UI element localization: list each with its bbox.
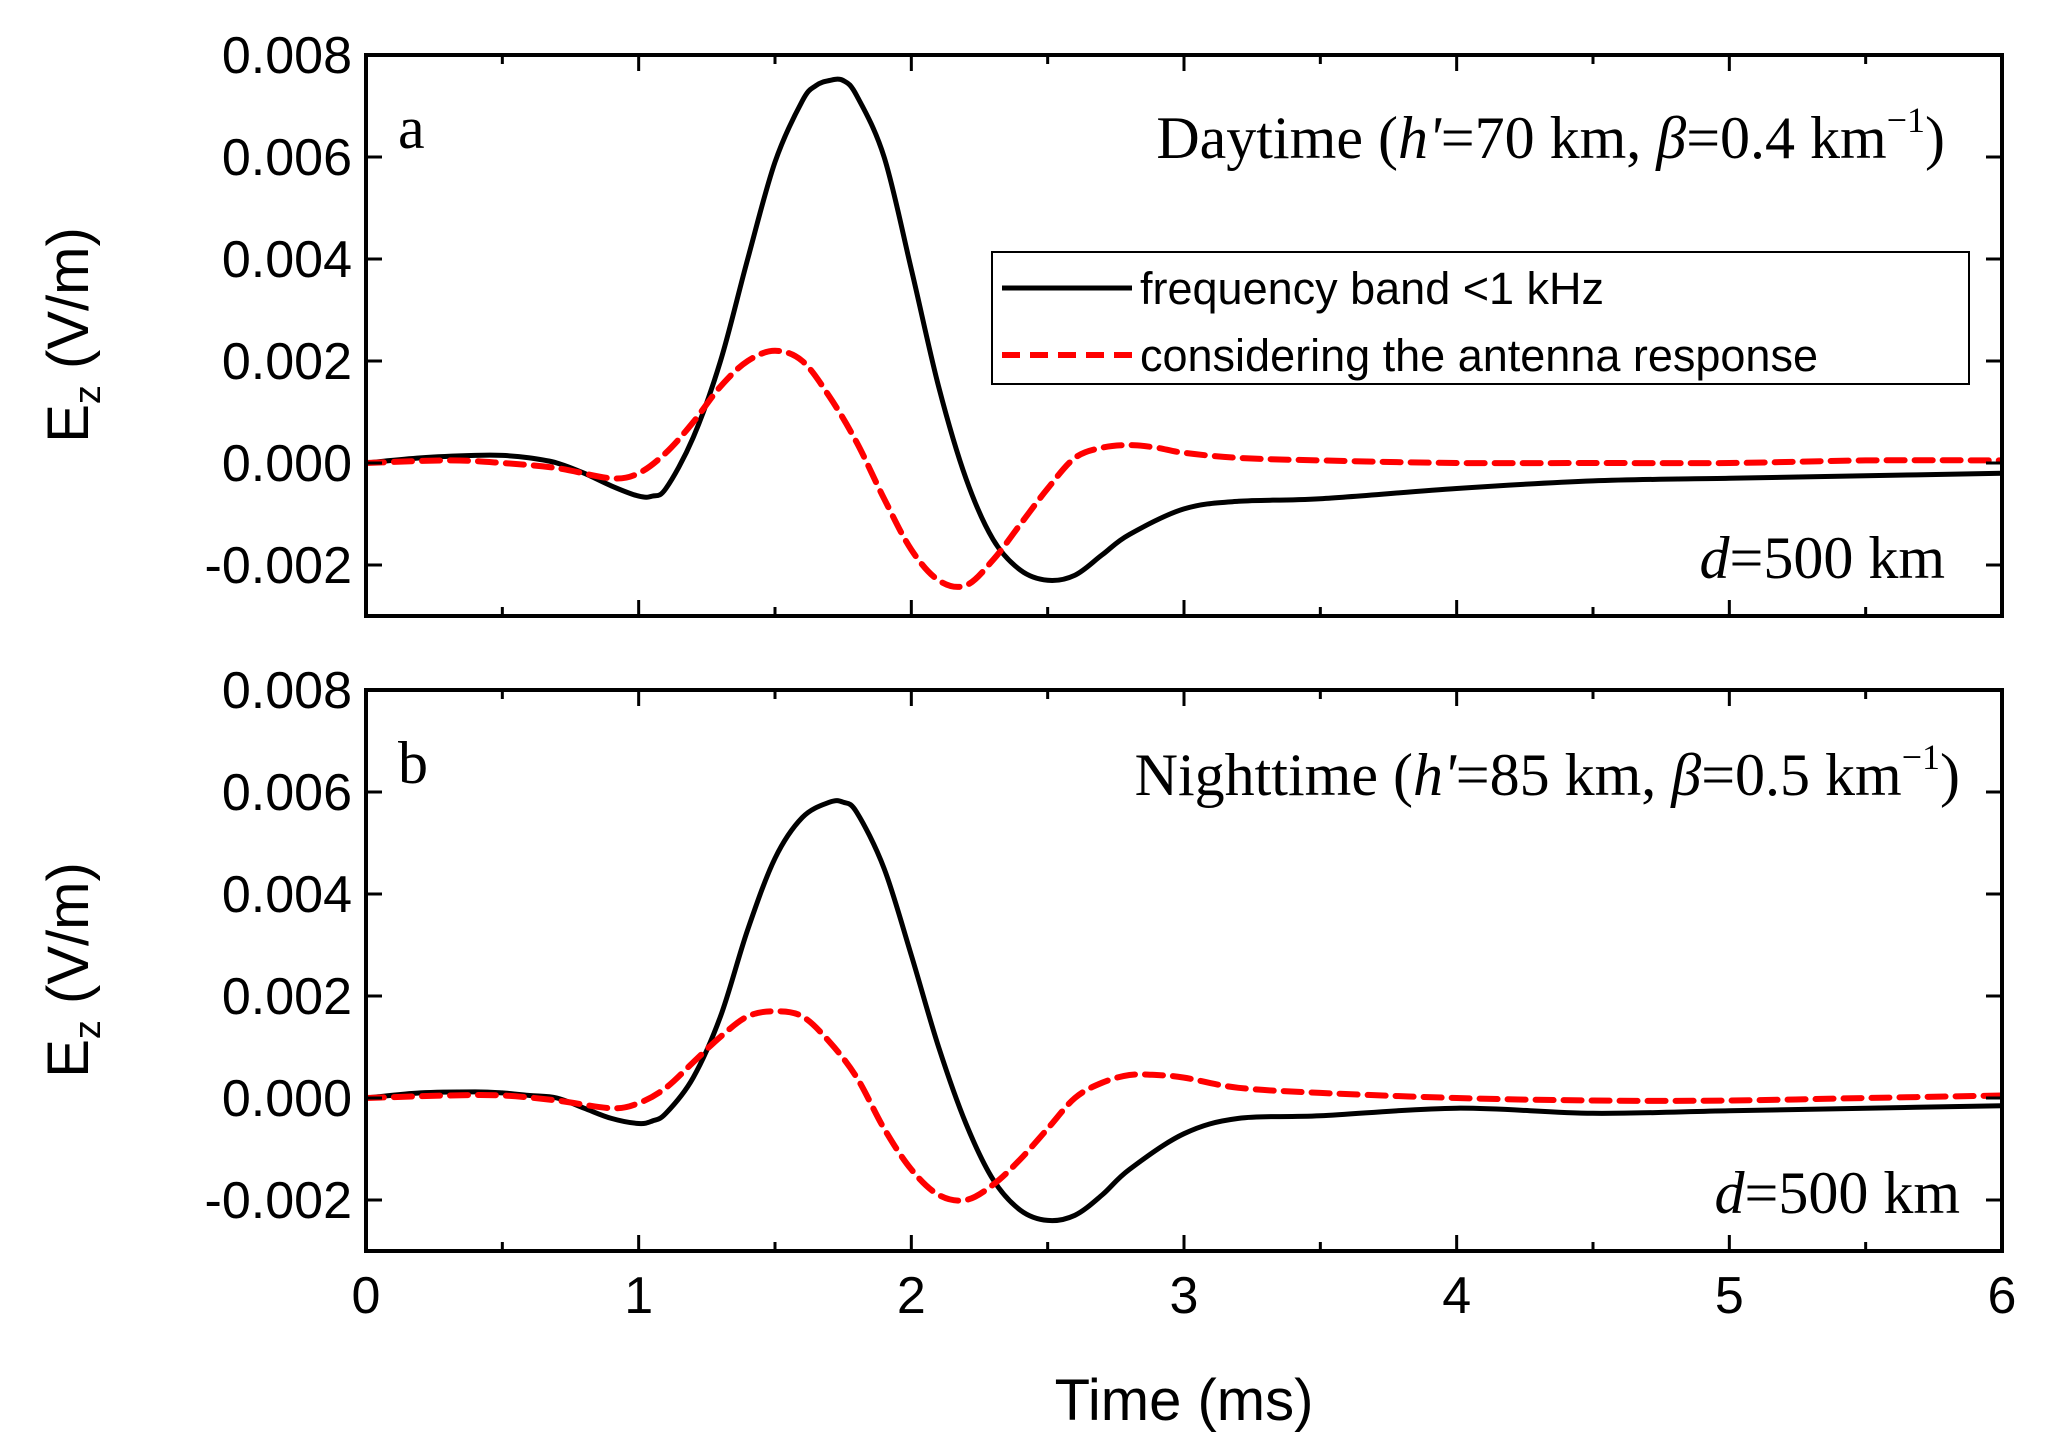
panel-b: 0 1 2 3 4 5 6 -0.002 0.000 0.002 0.004 0.006 0.008 b… [36, 662, 2016, 1325]
panel-b-y-axis-title: Ez (V/m) [36, 862, 109, 1078]
panel-a-label: a [398, 95, 425, 161]
panel-b-y-tick-label: 0.006 [222, 764, 352, 822]
legend-frame [991, 251, 1970, 385]
x-tick-label: 0 [352, 1267, 381, 1325]
legend-label-series-1: frequency band <1 kHz [1140, 263, 1604, 314]
legend-label-series-2: considering the antenna response [1140, 330, 1818, 381]
x-tick-label: 3 [1170, 1267, 1199, 1325]
panel-b-conditions: Nighttime (h'=85 km, β=0.5 km−1) [1135, 737, 1960, 808]
panel-a-y-axis-title: Ez (V/m) [36, 227, 109, 443]
svg-text:Ez (V/m): Ez (V/m) [36, 862, 109, 1078]
panel-a-distance: d=500 km [1699, 525, 1945, 591]
panel-a-conditions: Daytime (h'=70 km, β=0.4 km−1) [1156, 100, 1945, 171]
panel-b-distance: d=500 km [1714, 1160, 1960, 1226]
x-tick-label: 1 [624, 1267, 653, 1325]
panel-b-y-tick-label: 0.000 [222, 1070, 352, 1128]
x-tick-label: 4 [1442, 1267, 1471, 1325]
panel-b-y-tick-label: 0.002 [222, 968, 352, 1026]
panel-a-y-tick-label: -0.002 [205, 537, 352, 595]
svg-text:Ez (V/m): Ez (V/m) [36, 227, 109, 443]
panel-b-y-tick-label: 0.008 [222, 662, 352, 720]
panel-b-label: b [398, 730, 428, 796]
panel-b-series-2-line [366, 1008, 2002, 1204]
panel-a-series-1-line [366, 76, 2002, 583]
panel-a-y-tick-label: 0.004 [222, 231, 352, 289]
panel-a-series-2-line [366, 347, 2002, 590]
x-tick-label: 6 [1988, 1267, 2017, 1325]
legend: frequency band <1 kHz considering the an… [991, 251, 1970, 385]
panel-b-y-tick-label: -0.002 [205, 1172, 352, 1230]
panel-a-y-tick-label: 0.006 [222, 129, 352, 187]
panel-a: -0.002 0.000 0.002 0.004 0.006 0.008 a Daytim… [36, 27, 2004, 618]
panel-a-y-tick-label: 0.000 [222, 435, 352, 493]
x-axis-title: Time (ms) [1055, 1368, 1314, 1433]
x-tick-label: 5 [1715, 1267, 1744, 1325]
x-tick-label: 2 [897, 1267, 926, 1325]
panel-a-y-tick-label: 0.008 [222, 27, 352, 85]
panel-b-y-tick-label: 0.004 [222, 866, 352, 924]
panel-b-series-1-line [366, 798, 2002, 1224]
panel-a-y-tick-label: 0.002 [222, 333, 352, 391]
